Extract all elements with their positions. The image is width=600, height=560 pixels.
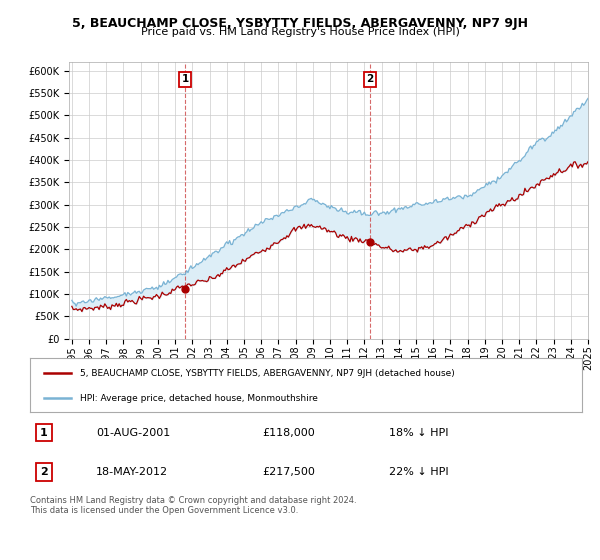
Text: 2: 2 [40, 467, 47, 477]
Text: 01-AUG-2001: 01-AUG-2001 [96, 428, 170, 437]
Text: 2: 2 [367, 74, 374, 85]
Text: 5, BEAUCHAMP CLOSE, YSBYTTY FIELDS, ABERGAVENNY, NP7 9JH: 5, BEAUCHAMP CLOSE, YSBYTTY FIELDS, ABER… [72, 17, 528, 30]
Text: 18-MAY-2012: 18-MAY-2012 [96, 467, 169, 477]
Text: Contains HM Land Registry data © Crown copyright and database right 2024.
This d: Contains HM Land Registry data © Crown c… [30, 496, 356, 515]
Text: 22% ↓ HPI: 22% ↓ HPI [389, 467, 448, 477]
Text: Price paid vs. HM Land Registry's House Price Index (HPI): Price paid vs. HM Land Registry's House … [140, 27, 460, 37]
Text: £217,500: £217,500 [262, 467, 315, 477]
Text: 1: 1 [182, 74, 189, 85]
Text: 18% ↓ HPI: 18% ↓ HPI [389, 428, 448, 437]
Text: HPI: Average price, detached house, Monmouthshire: HPI: Average price, detached house, Monm… [80, 394, 317, 403]
Text: £118,000: £118,000 [262, 428, 314, 437]
Text: 1: 1 [40, 428, 47, 437]
Text: 5, BEAUCHAMP CLOSE, YSBYTTY FIELDS, ABERGAVENNY, NP7 9JH (detached house): 5, BEAUCHAMP CLOSE, YSBYTTY FIELDS, ABER… [80, 369, 454, 378]
